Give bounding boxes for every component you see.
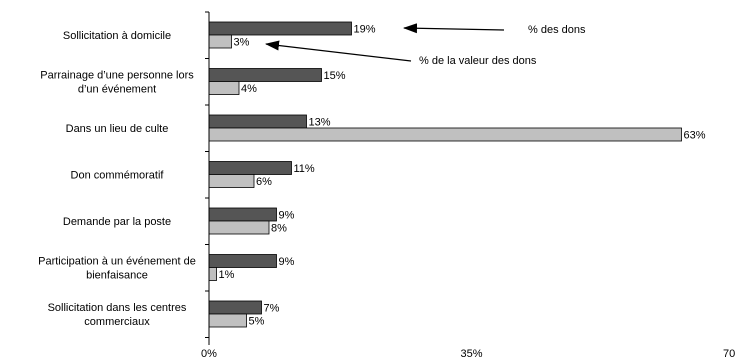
data-label: 7% (264, 303, 280, 315)
data-label: 4% (241, 83, 257, 95)
data-label: 63% (684, 130, 706, 142)
category-label: Parrainage d’une personne lors d’un événe… (40, 70, 194, 96)
category-label-line: Don commémoratif (71, 170, 165, 182)
bar-pct-valeur (208, 220, 270, 235)
bar-pct-valeur (208, 127, 682, 142)
data-label: 19% (354, 24, 376, 36)
bar-pct-dons (208, 161, 292, 175)
x-tick-label: 0% (201, 348, 217, 360)
category-label-line: Sollicitation à domicile (63, 30, 171, 42)
data-label: 1% (219, 269, 235, 281)
category-label-line: Demande par la poste (63, 216, 171, 228)
bar-pct-dons (208, 207, 277, 222)
data-label: 9% (279, 256, 295, 268)
data-label: 9% (279, 210, 295, 222)
category-labels: Sollicitation à domicile Parrainage d’une… (38, 30, 196, 328)
data-label: 11% (294, 163, 315, 175)
legend-label-pct-valeur: % de la valeur des dons (419, 55, 537, 67)
bar-pct-dons (208, 300, 262, 315)
x-tick-label: 70% (723, 348, 735, 360)
data-label: 8% (271, 223, 287, 235)
axes: 0% 35% 70% (201, 11, 735, 360)
bar-pct-dons (208, 254, 277, 268)
x-tick-label: 35% (460, 348, 482, 360)
category-label: Dans un lieu de culte (66, 123, 169, 135)
category-label: Participation à un événement de bienfaisa… (38, 256, 196, 282)
bar-pct-valeur (208, 81, 240, 95)
category-label-line: Parrainage d’une personne lors (40, 70, 194, 82)
category-label-line: bienfaisance (86, 270, 148, 282)
data-label: 5% (249, 316, 265, 328)
bar-pct-valeur (208, 313, 247, 328)
legend-arrow (265, 40, 412, 62)
legend-label-pct-dons: % des dons (528, 24, 586, 36)
category-label-line: Sollicitation dans les centres (48, 302, 187, 314)
legend-annotations: % des dons % de la valeur des dons (265, 23, 586, 67)
value-labels: 19%3%15%4%13%63%11%6%9%8%9%1%7%5% (219, 24, 706, 328)
bar-pct-valeur (208, 267, 217, 281)
category-label-line: Participation à un événement de (38, 256, 196, 268)
bar-pct-valeur (208, 34, 232, 49)
bar-pct-dons (208, 68, 322, 82)
data-label: 6% (256, 176, 272, 188)
legend-arrow (403, 23, 505, 34)
data-label: 15% (324, 70, 346, 82)
data-label: 13% (309, 117, 331, 129)
category-label-line: commerciaux (84, 316, 150, 328)
bar-pct-dons (208, 21, 352, 36)
bar-pct-dons (208, 114, 307, 129)
category-label: Don commémoratif (71, 170, 165, 182)
category-label-line: d’un événement (78, 84, 156, 96)
category-label: Sollicitation dans les centres commerciau… (48, 302, 187, 328)
category-label: Demande par la poste (63, 216, 171, 228)
bar-pct-valeur (208, 174, 255, 188)
data-label: 3% (234, 37, 250, 49)
bars (208, 21, 682, 328)
category-label-line: Dans un lieu de culte (66, 123, 169, 135)
category-label: Sollicitation à domicile (63, 30, 171, 42)
